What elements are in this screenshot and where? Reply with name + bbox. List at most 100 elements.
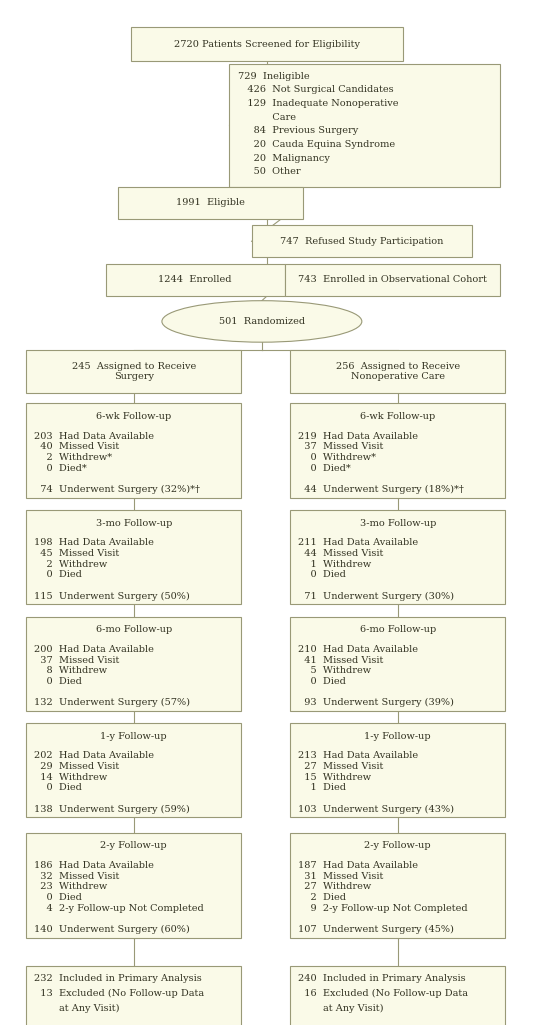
- Text: 0  Died: 0 Died: [34, 676, 82, 686]
- Text: 187  Had Data Available: 187 Had Data Available: [299, 861, 418, 870]
- Text: 93  Underwent Surgery (39%): 93 Underwent Surgery (39%): [299, 698, 454, 707]
- Text: 107  Underwent Surgery (45%): 107 Underwent Surgery (45%): [299, 926, 454, 935]
- Text: 0  Died: 0 Died: [299, 676, 346, 686]
- Text: 6-wk Follow-up: 6-wk Follow-up: [360, 412, 435, 421]
- Text: 6-mo Follow-up: 6-mo Follow-up: [359, 625, 436, 634]
- Text: 5  Withdrew: 5 Withdrew: [299, 666, 371, 675]
- Text: 211  Had Data Available: 211 Had Data Available: [299, 538, 419, 547]
- FancyBboxPatch shape: [26, 832, 241, 938]
- Text: 15  Withdrew: 15 Withdrew: [299, 773, 371, 782]
- Text: 129  Inadequate Nonoperative: 129 Inadequate Nonoperative: [238, 98, 398, 108]
- Text: 186  Had Data Available: 186 Had Data Available: [34, 861, 154, 870]
- Text: 2720 Patients Screened for Eligibility: 2720 Patients Screened for Eligibility: [174, 40, 360, 49]
- Text: 37  Missed Visit: 37 Missed Visit: [34, 656, 120, 664]
- Text: 3-mo Follow-up: 3-mo Follow-up: [359, 519, 436, 528]
- FancyBboxPatch shape: [119, 187, 303, 218]
- Text: 0  Died*: 0 Died*: [299, 463, 351, 473]
- Text: 1  Withdrew: 1 Withdrew: [299, 560, 372, 569]
- Text: 747  Refused Study Participation: 747 Refused Study Participation: [280, 237, 444, 246]
- FancyBboxPatch shape: [26, 724, 241, 818]
- Text: 2-y Follow-up: 2-y Follow-up: [364, 842, 431, 851]
- FancyBboxPatch shape: [229, 64, 500, 187]
- Text: 2  Withdrew: 2 Withdrew: [34, 560, 107, 569]
- Text: 44  Missed Visit: 44 Missed Visit: [299, 549, 383, 558]
- Text: 115  Underwent Surgery (50%): 115 Underwent Surgery (50%): [34, 591, 190, 601]
- Text: 256  Assigned to Receive
Nonoperative Care: 256 Assigned to Receive Nonoperative Car…: [336, 362, 460, 381]
- Text: 1991  Eligible: 1991 Eligible: [176, 198, 245, 207]
- Text: 6-wk Follow-up: 6-wk Follow-up: [96, 412, 171, 421]
- FancyBboxPatch shape: [290, 724, 505, 818]
- Text: 71  Underwent Surgery (30%): 71 Underwent Surgery (30%): [299, 591, 454, 601]
- Text: 32  Missed Visit: 32 Missed Visit: [34, 871, 120, 880]
- Text: 2-y Follow-up: 2-y Follow-up: [100, 842, 167, 851]
- Text: 245  Assigned to Receive
Surgery: 245 Assigned to Receive Surgery: [72, 362, 196, 381]
- Text: 0  Died*: 0 Died*: [34, 463, 87, 473]
- Text: 132  Underwent Surgery (57%): 132 Underwent Surgery (57%): [34, 698, 190, 707]
- Text: 103  Underwent Surgery (43%): 103 Underwent Surgery (43%): [299, 805, 454, 814]
- Text: 0  Died: 0 Died: [34, 783, 82, 792]
- Text: 203  Had Data Available: 203 Had Data Available: [34, 432, 154, 441]
- Text: 16  Excluded (No Follow-up Data: 16 Excluded (No Follow-up Data: [299, 989, 468, 998]
- FancyBboxPatch shape: [290, 967, 505, 1025]
- Text: 501  Randomized: 501 Randomized: [219, 317, 305, 326]
- Text: 0  Died: 0 Died: [34, 570, 82, 579]
- Text: 41  Missed Visit: 41 Missed Visit: [299, 656, 383, 664]
- Text: 1  Died: 1 Died: [299, 783, 346, 792]
- Text: 198  Had Data Available: 198 Had Data Available: [34, 538, 154, 547]
- Text: at Any Visit): at Any Visit): [34, 1004, 120, 1014]
- Text: 6-mo Follow-up: 6-mo Follow-up: [96, 625, 172, 634]
- Text: 0  Died: 0 Died: [34, 893, 82, 902]
- Text: 219  Had Data Available: 219 Had Data Available: [299, 432, 418, 441]
- Text: 50  Other: 50 Other: [238, 167, 301, 176]
- Text: 2  Died: 2 Died: [299, 893, 346, 902]
- Text: 9  2-y Follow-up Not Completed: 9 2-y Follow-up Not Completed: [299, 904, 468, 913]
- Text: 44  Underwent Surgery (18%)*†: 44 Underwent Surgery (18%)*†: [299, 485, 464, 494]
- FancyBboxPatch shape: [26, 510, 241, 605]
- Text: 0  Withdrew*: 0 Withdrew*: [299, 453, 376, 462]
- FancyBboxPatch shape: [26, 404, 241, 498]
- FancyBboxPatch shape: [252, 226, 472, 257]
- Text: 3-mo Follow-up: 3-mo Follow-up: [96, 519, 172, 528]
- Text: 240  Included in Primary Analysis: 240 Included in Primary Analysis: [299, 974, 466, 983]
- Text: 140  Underwent Surgery (60%): 140 Underwent Surgery (60%): [34, 926, 190, 935]
- Text: 45  Missed Visit: 45 Missed Visit: [34, 549, 120, 558]
- Text: 20  Malignancy: 20 Malignancy: [238, 154, 329, 163]
- Text: 210  Had Data Available: 210 Had Data Available: [299, 645, 418, 654]
- Text: 13  Excluded (No Follow-up Data: 13 Excluded (No Follow-up Data: [34, 989, 205, 998]
- Text: 200  Had Data Available: 200 Had Data Available: [34, 645, 154, 654]
- Text: Care: Care: [238, 113, 296, 122]
- Text: 1-y Follow-up: 1-y Follow-up: [100, 732, 167, 741]
- Text: 729  Ineligible: 729 Ineligible: [238, 72, 309, 81]
- FancyBboxPatch shape: [285, 263, 500, 296]
- Text: 232  Included in Primary Analysis: 232 Included in Primary Analysis: [34, 974, 202, 983]
- Text: 74  Underwent Surgery (32%)*†: 74 Underwent Surgery (32%)*†: [34, 485, 200, 494]
- Text: 84  Previous Surgery: 84 Previous Surgery: [238, 126, 358, 135]
- Text: at Any Visit): at Any Visit): [299, 1004, 384, 1014]
- FancyBboxPatch shape: [290, 832, 505, 938]
- Text: 20  Cauda Equina Syndrome: 20 Cauda Equina Syndrome: [238, 139, 395, 149]
- Text: 31  Missed Visit: 31 Missed Visit: [299, 871, 383, 880]
- Text: 2  Withdrew*: 2 Withdrew*: [34, 453, 112, 462]
- Text: 23  Withdrew: 23 Withdrew: [34, 883, 107, 892]
- Text: 27  Missed Visit: 27 Missed Visit: [299, 763, 383, 771]
- FancyBboxPatch shape: [106, 263, 285, 296]
- Text: 1244  Enrolled: 1244 Enrolled: [159, 276, 232, 285]
- FancyBboxPatch shape: [26, 350, 241, 394]
- Text: 426  Not Surgical Candidates: 426 Not Surgical Candidates: [238, 85, 394, 94]
- Text: 138  Underwent Surgery (59%): 138 Underwent Surgery (59%): [34, 805, 190, 814]
- Text: 202  Had Data Available: 202 Had Data Available: [34, 751, 154, 761]
- Text: 213  Had Data Available: 213 Had Data Available: [299, 751, 419, 761]
- FancyBboxPatch shape: [290, 404, 505, 498]
- FancyBboxPatch shape: [290, 617, 505, 711]
- Ellipse shape: [162, 300, 362, 342]
- Text: 14  Withdrew: 14 Withdrew: [34, 773, 107, 782]
- FancyBboxPatch shape: [26, 967, 241, 1025]
- FancyBboxPatch shape: [131, 28, 403, 62]
- FancyBboxPatch shape: [26, 617, 241, 711]
- FancyBboxPatch shape: [290, 350, 505, 394]
- Text: 4  2-y Follow-up Not Completed: 4 2-y Follow-up Not Completed: [34, 904, 204, 913]
- Text: 37  Missed Visit: 37 Missed Visit: [299, 443, 383, 451]
- Text: 0  Died: 0 Died: [299, 570, 346, 579]
- Text: 27  Withdrew: 27 Withdrew: [299, 883, 372, 892]
- Text: 8  Withdrew: 8 Withdrew: [34, 666, 107, 675]
